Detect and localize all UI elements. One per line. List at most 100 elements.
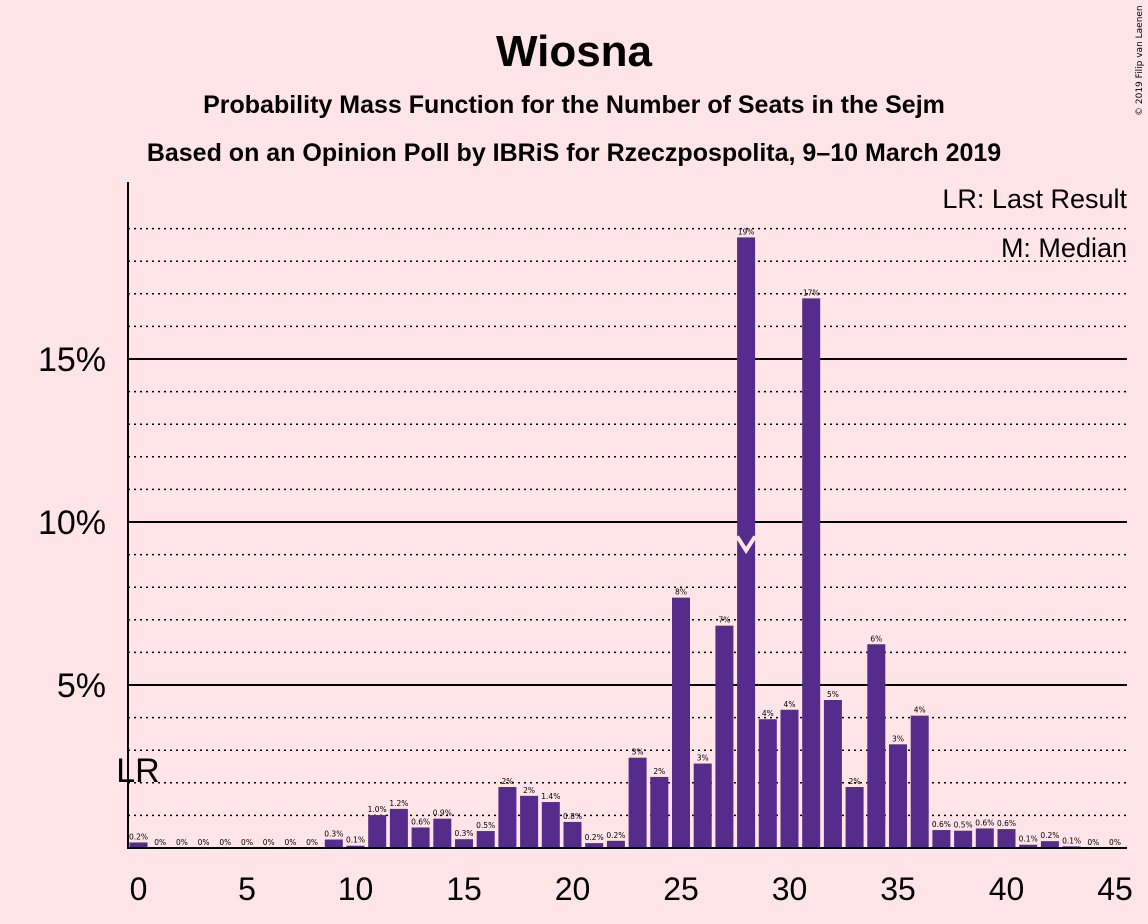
data-label-seats-9: 0.3% <box>324 830 343 839</box>
data-label-seats-31: 17% <box>803 288 820 297</box>
data-label-seats-41: 0.1% <box>1019 835 1038 844</box>
bar-seats-19 <box>541 802 560 848</box>
data-label-seats-43: 0.1% <box>1062 836 1081 845</box>
data-label-seats-0: 0.2% <box>129 832 148 841</box>
data-label-seats-5: 0% <box>241 838 253 847</box>
copyright-credit: © 2019 Filip van Laenen <box>1135 5 1145 116</box>
bar-seats-26 <box>693 763 712 848</box>
grid-lines <box>128 227 1127 817</box>
data-label-seats-12: 1.2% <box>389 799 408 808</box>
bar-seats-20 <box>563 821 582 848</box>
bar-seats-37 <box>932 830 951 848</box>
bar-seats-25 <box>672 597 690 848</box>
bar-seats-23 <box>628 757 647 848</box>
bar-seats-16 <box>476 831 495 848</box>
data-label-seats-13: 0.6% <box>411 817 430 826</box>
bar-seats-24 <box>650 776 669 848</box>
x-tick-label: 10 <box>338 871 374 907</box>
x-tick-label: 30 <box>772 871 808 907</box>
data-label-seats-42: 0.2% <box>1040 831 1059 840</box>
x-tick-label: 25 <box>663 871 699 907</box>
chart-subtitle-2: Based on an Opinion Poll by IBRiS for Rz… <box>147 139 1001 167</box>
last-result-marker: LR <box>116 752 159 790</box>
bar-seats-38 <box>954 830 973 848</box>
bars-group <box>129 237 1081 849</box>
bar-seats-34 <box>867 644 886 848</box>
bar-seats-36 <box>910 715 929 848</box>
axes-group: 5% 10% 15% 0 5 10 15 20 25 30 35 40 45 <box>38 182 1133 907</box>
bar-seats-18 <box>520 795 539 848</box>
data-label-seats-28: 19% <box>738 227 755 236</box>
x-tick-label: 0 <box>130 871 148 907</box>
data-label-seats-3: 0% <box>198 838 210 847</box>
data-label-seats-17: 2% <box>501 777 513 786</box>
y-tick-label: 10% <box>38 504 106 542</box>
bar-seats-27 <box>715 625 734 848</box>
data-label-seats-38: 0.5% <box>954 821 973 830</box>
y-tick-label: 15% <box>38 341 106 379</box>
data-label-seats-4: 0% <box>219 838 231 847</box>
data-label-seats-1: 0% <box>154 838 166 847</box>
chart-subtitle: Probability Mass Function for the Number… <box>203 91 945 119</box>
data-label-seats-45: 0% <box>1109 838 1121 847</box>
data-label-seats-44: 0% <box>1087 838 1099 847</box>
data-label-seats-27: 7% <box>718 616 730 625</box>
bar-seats-32 <box>823 699 842 848</box>
bar-seats-22 <box>606 840 625 848</box>
data-label-seats-2: 0% <box>176 838 188 847</box>
data-label-seats-21: 0.2% <box>585 833 604 842</box>
x-tick-label: 15 <box>446 871 482 907</box>
data-label-seats-16: 0.5% <box>476 821 495 830</box>
bar-seats-10 <box>346 845 365 848</box>
data-label-seats-37: 0.6% <box>932 820 951 829</box>
data-label-seats-14: 0.9% <box>433 809 452 818</box>
bar-seats-41 <box>1019 844 1038 848</box>
data-label-seats-6: 0% <box>263 838 275 847</box>
x-tick-label: 40 <box>989 871 1025 907</box>
legend-last-result: LR: Last Result <box>942 184 1127 214</box>
data-label-seats-15: 0.3% <box>454 829 473 838</box>
bar-seats-28 <box>737 237 756 849</box>
data-label-seats-7: 0% <box>284 838 296 847</box>
bar-seats-31 <box>802 298 821 848</box>
data-label-seats-10: 0.1% <box>346 836 365 845</box>
data-label-seats-34: 6% <box>870 634 882 643</box>
data-label-seats-19: 1.4% <box>541 792 560 801</box>
data-label-seats-23: 3% <box>632 748 644 757</box>
x-tick-label: 45 <box>1097 871 1133 907</box>
data-label-seats-40: 0.6% <box>997 819 1016 828</box>
bar-seats-14 <box>433 818 452 848</box>
bar-seats-15 <box>455 839 473 848</box>
data-label-seats-29: 4% <box>762 709 774 718</box>
data-label-seats-8: 0% <box>306 838 318 847</box>
bar-seats-11 <box>368 815 387 848</box>
bar-seats-17 <box>498 787 517 848</box>
y-tick-label: 5% <box>57 667 106 705</box>
data-label-seats-18: 2% <box>523 786 535 795</box>
bar-seats-30 <box>780 709 799 848</box>
bar-seats-42 <box>1040 841 1059 848</box>
data-label-seats-26: 3% <box>697 754 709 763</box>
median-marker <box>735 535 757 555</box>
data-label-seats-32: 5% <box>827 690 839 699</box>
bar-seats-39 <box>975 828 994 848</box>
data-label-seats-24: 2% <box>653 767 665 776</box>
bar-seats-9 <box>324 839 343 848</box>
data-label-seats-11: 1.0% <box>368 805 387 814</box>
data-label-seats-30: 4% <box>784 700 796 709</box>
data-label-seats-25: 8% <box>675 588 687 597</box>
data-label-seats-39: 0.6% <box>975 818 994 827</box>
bar-seats-33 <box>845 787 864 848</box>
data-label-seats-20: 0.8% <box>563 812 582 821</box>
bar-seats-21 <box>585 843 604 848</box>
data-label-seats-22: 0.2% <box>606 831 625 840</box>
data-label-seats-35: 3% <box>892 734 904 743</box>
x-tick-label: 20 <box>555 871 591 907</box>
bar-seats-12 <box>389 808 408 848</box>
data-labels-group: 0.2%0% 0% 0% 0% 0% 0% 0% 0%0.3%0.1%1.0%1.2%0.6%… <box>129 227 1121 847</box>
legend-median: M: Median <box>1001 233 1127 263</box>
bar-seats-35 <box>889 744 907 848</box>
data-label-seats-36: 4% <box>914 706 926 715</box>
bar-seats-0 <box>129 842 148 848</box>
